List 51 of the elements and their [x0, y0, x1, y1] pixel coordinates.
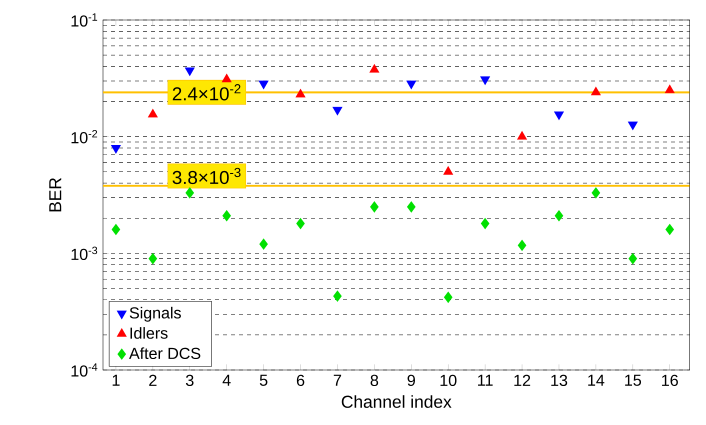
x-tick-label: 3 [186, 374, 194, 386]
x-tick-label: 8 [370, 374, 378, 386]
point [554, 210, 564, 222]
x-tick-label: 6 [296, 374, 304, 386]
point [628, 253, 638, 264]
point [259, 238, 268, 250]
point [333, 290, 342, 302]
x-tick-label: 4 [222, 374, 231, 386]
x-tick-label: 5 [260, 374, 268, 386]
y-axis-title: BER [49, 178, 62, 212]
x-tick-label: 12 [514, 374, 530, 386]
point [112, 224, 120, 236]
x-axis-title: Channel index [342, 395, 452, 408]
point [186, 187, 194, 198]
point [591, 86, 601, 96]
point [370, 201, 379, 213]
x-tick-label: 13 [551, 374, 568, 386]
point [443, 166, 454, 175]
y-tick-label: 10$^{-2}$ [72, 130, 98, 144]
x-tick-label: 11 [478, 374, 493, 386]
point [518, 240, 526, 251]
point [222, 210, 231, 222]
point [480, 218, 490, 230]
point [296, 88, 306, 98]
x-tick-label: 9 [408, 374, 415, 386]
ref-line-label: 3.8×10$^{-3}$ [172, 168, 241, 184]
point [148, 108, 158, 118]
point [369, 64, 380, 73]
point [592, 187, 600, 198]
point [296, 218, 305, 230]
x-tick-label: 1 [112, 374, 120, 386]
x-tick-label: 2 [149, 374, 156, 386]
point [148, 253, 158, 264]
x-tick-label: 10 [440, 374, 456, 386]
point [665, 224, 674, 236]
point [407, 201, 416, 213]
legend-label: Idlers [130, 327, 168, 339]
ref-line-label: 2.4×10$^{-2}$ [172, 84, 240, 100]
point [664, 84, 675, 94]
point [517, 131, 527, 140]
x-tick-label: 14 [588, 374, 604, 386]
point [222, 74, 232, 82]
y-tick-label: 10$^{-1}$ [72, 13, 98, 27]
legend-label: After DCS [129, 347, 200, 360]
x-tick-label: 15 [625, 374, 642, 386]
x-tick-label: 7 [334, 374, 342, 386]
x-tick-label: 16 [662, 374, 678, 386]
y-tick-label: 10$^{-3}$ [72, 246, 98, 260]
y-tick-label: 10$^{-4}$ [72, 363, 98, 377]
point [444, 292, 452, 303]
legend-label: Signals [130, 306, 181, 322]
